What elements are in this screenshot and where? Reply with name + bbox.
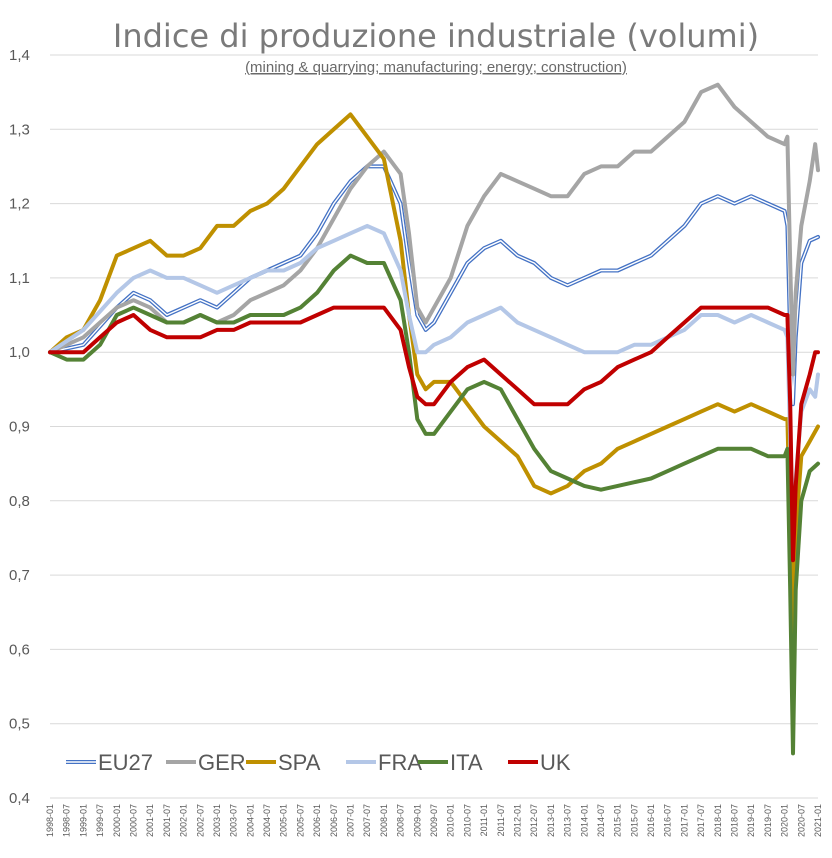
x-tick-label: 2003-07 [229,804,239,837]
series-line-ita [48,253,820,756]
x-tick-label: 2020-01 [780,804,790,837]
x-tick-label: 2007-07 [362,804,372,837]
y-tick-label: 0,9 [9,419,30,436]
x-tick-label: 2014-01 [579,804,589,837]
series-line-spa [48,112,820,644]
x-tick-label: 2019-07 [763,804,773,837]
x-tick-label: 2008-01 [379,804,389,837]
legend-label-ita: ITA [450,750,483,775]
x-tick-label: 2011-07 [496,804,506,836]
x-tick-label: 2009-01 [412,804,422,837]
y-tick-label: 1,3 [9,121,30,138]
series-line-fra [48,223,820,548]
y-tick-label: 1,4 [9,47,30,64]
x-tick-label: 2007-01 [346,804,356,837]
legend-label-spa: SPA [278,750,321,775]
x-tick-label: 2010-07 [462,804,472,837]
y-tick-label: 1,0 [9,344,30,361]
series-line-ger [48,82,820,377]
legend-label-eu27: EU27 [98,750,153,775]
x-tick-label: 1999-01 [78,804,88,837]
x-tick-label: 2005-07 [295,804,305,837]
x-tick-label: 2019-01 [746,804,756,837]
y-axis-ticks: 0,4 0,5 0,6 0,7 0,8 0,9 1,0 1,1 1,2 1,3 1,4 [9,47,30,807]
x-tick-label: 2015-07 [629,804,639,837]
x-tick-label: 2008-07 [396,804,406,837]
x-tick-label: 2015-01 [613,804,623,837]
y-tick-label: 0,6 [9,641,30,658]
x-tick-label: 2010-01 [446,804,456,837]
legend-label-fra: FRA [378,750,422,775]
series-lines [48,82,820,756]
x-tick-label: 2013-01 [546,804,556,837]
x-tick-label: 2006-07 [329,804,339,837]
x-tick-label: 2004-07 [262,804,272,837]
x-tick-label: 2016-07 [663,804,673,837]
x-tick-label: 2012-07 [529,804,539,837]
x-tick-label: 2016-01 [646,804,656,837]
x-tick-label: 2017-01 [679,804,689,837]
series-line-inner-eu27 [49,165,819,405]
y-tick-label: 0,7 [9,567,30,584]
x-tick-label: 2018-01 [713,804,723,837]
x-tick-label: 2017-07 [696,804,706,837]
y-tick-label: 0,5 [9,716,30,733]
y-tick-label: 1,1 [9,270,30,287]
gridlines [50,54,818,799]
chart-title: Indice di produzione industriale (volumi… [113,17,759,55]
x-tick-label: 2011-01 [479,804,489,836]
x-tick-label: 2009-07 [429,804,439,837]
x-tick-label: 1998-07 [62,804,72,837]
x-axis-ticks: 1998-01 1998-07 1999-01 1999-07 2000-01 2000-… [45,804,823,837]
legend-label-ger: GER [198,750,246,775]
x-tick-label: 2021-01 [813,804,823,837]
x-tick-label: 2006-01 [312,804,322,837]
x-tick-label: 2004-01 [245,804,255,837]
y-tick-label: 1,2 [9,196,30,213]
x-tick-label: 2000-07 [128,804,138,837]
x-tick-label: 2012-01 [512,804,522,837]
x-tick-label: 2005-01 [279,804,289,837]
x-tick-label: 1998-01 [45,804,55,837]
x-tick-label: 2001-07 [162,804,172,837]
x-tick-label: 2020-07 [796,804,806,837]
legend-label-uk: UK [540,750,571,775]
x-tick-label: 2014-07 [596,804,606,837]
series-line-uk [48,305,820,563]
y-tick-label: 0,8 [9,493,30,510]
x-tick-label: 2000-01 [112,804,122,837]
x-tick-label: 2002-01 [179,804,189,837]
legend: EU27 GER SPA FRA ITA UK [66,750,571,775]
x-tick-label: 1999-07 [95,804,105,837]
y-tick-label: 0,4 [9,790,30,807]
x-tick-label: 2003-01 [212,804,222,837]
x-tick-label: 2018-07 [730,804,740,837]
chart-subtitle: (mining & quarrying; manufacturing; ener… [245,59,627,76]
x-tick-label: 2001-01 [145,804,155,837]
x-tick-label: 2013-07 [563,804,573,837]
x-tick-label: 2002-07 [195,804,205,837]
